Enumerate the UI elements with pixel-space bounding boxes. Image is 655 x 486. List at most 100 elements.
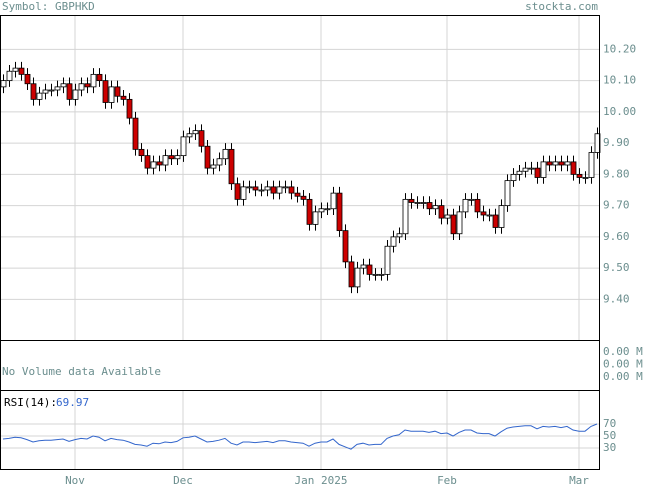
candle-body [156, 161, 163, 166]
y-tick-label: 9.90 [603, 136, 630, 149]
y-tick-label: 10.00 [603, 105, 636, 118]
x-tick-label: Mar [569, 474, 589, 486]
y-tick-label: 10.10 [603, 74, 636, 87]
candle-body [342, 230, 349, 263]
marks [0, 61, 601, 450]
candle-body [456, 211, 463, 235]
y-tick-label: 0.00 M [603, 345, 643, 358]
candle-body [54, 86, 61, 91]
candle-body [366, 264, 373, 275]
y-tick-label: 9.60 [603, 230, 630, 243]
candle-body [192, 130, 199, 135]
candle-body [540, 161, 547, 178]
y-tick-label: 0.00 M [603, 358, 643, 371]
candle-body [330, 192, 337, 210]
candle-body [144, 155, 151, 169]
x-tick-label: Jan 2025 [295, 474, 348, 486]
candle-body [84, 83, 91, 88]
candle-body [210, 164, 217, 169]
candle-body [588, 152, 595, 178]
candle-body [132, 117, 139, 150]
candle-body [492, 214, 499, 228]
candle-body [72, 89, 79, 100]
candle-body [24, 73, 31, 85]
candle-body [306, 198, 313, 225]
candle-body [528, 167, 535, 170]
candle-body [444, 214, 451, 219]
candle-body [522, 167, 529, 172]
x-tick-label: Feb [437, 474, 457, 486]
candle-body [354, 267, 361, 288]
volume-note: No Volume data Available [2, 365, 161, 378]
y-tick-label: 9.70 [603, 199, 630, 212]
x-tick-label: Nov [65, 474, 85, 486]
candle-body [504, 180, 511, 207]
y-tick-label: 9.50 [603, 261, 630, 274]
candle-body [498, 205, 505, 228]
candle-body [432, 205, 439, 210]
candle-body [402, 198, 409, 235]
candle-body [336, 192, 343, 232]
candle-body [60, 83, 67, 88]
rsi-panel [0, 390, 600, 470]
candle-body [414, 202, 421, 204]
candle-body [510, 173, 517, 182]
candle-body [78, 83, 85, 91]
candle-body [300, 195, 307, 200]
candle-body [18, 67, 25, 75]
candle-body [168, 155, 175, 160]
candle-body [126, 98, 133, 119]
candle-body [570, 161, 577, 175]
candle-body [462, 198, 469, 213]
candle-body [468, 198, 475, 201]
candle-body [48, 89, 55, 92]
y-tick-label: 9.40 [603, 292, 630, 305]
candle-body [288, 186, 295, 194]
candle-body [114, 86, 121, 97]
candle-body [228, 148, 235, 185]
candle-body [90, 73, 97, 88]
y-tick-label: 50 [603, 429, 616, 442]
y-tick-label: 70 [603, 417, 616, 430]
candle-body [396, 233, 403, 238]
candle-body [246, 186, 253, 189]
candle-body [426, 202, 433, 210]
candle-body [294, 192, 301, 197]
y-tick-label: 10.20 [603, 42, 636, 55]
candle-body [150, 161, 157, 169]
candle-body [438, 205, 445, 219]
candle-body [234, 183, 241, 200]
candle-body [30, 83, 37, 100]
x-tick-label: Dec [173, 474, 193, 486]
candle-body [264, 186, 271, 191]
y-tick-label: 30 [603, 441, 616, 454]
candle-body [516, 170, 523, 175]
candle-body [564, 161, 571, 166]
candle-body [576, 173, 583, 178]
candle-body [408, 198, 415, 203]
candle-body [240, 186, 247, 200]
candle-body [270, 186, 277, 194]
candle-body [534, 167, 541, 178]
candle-body [6, 70, 13, 82]
candle-body [384, 245, 391, 275]
candle-body [222, 148, 229, 160]
candle-body [36, 92, 43, 100]
candle-body [162, 155, 169, 166]
candle-body [480, 211, 487, 216]
candle-body [372, 273, 379, 276]
y-tick-label: 0.00 M [603, 370, 643, 383]
candle-body [42, 89, 49, 94]
candle-body [102, 80, 109, 103]
candle-body [552, 161, 559, 166]
source: stockta.com [525, 0, 598, 13]
candle-body [204, 145, 211, 169]
candle-body [120, 95, 127, 100]
rsi-value: 69.97 [56, 396, 89, 409]
candle-body [474, 198, 481, 213]
candle-body [360, 264, 367, 269]
candle-body [12, 67, 19, 72]
candle-body [450, 214, 457, 235]
